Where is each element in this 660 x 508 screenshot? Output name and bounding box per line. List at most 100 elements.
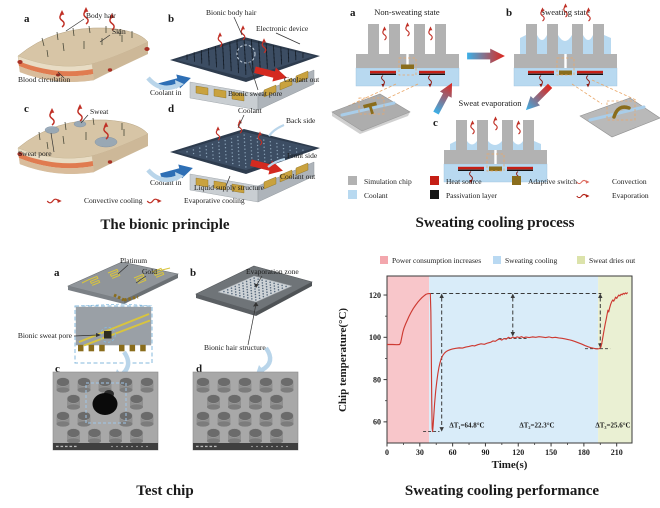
pore-highlight-box xyxy=(398,57,417,76)
sem-pillar-top xyxy=(129,394,144,404)
sem-pillar-base xyxy=(280,421,294,427)
sem-pillar-base xyxy=(56,387,70,393)
mesh-dot xyxy=(250,139,252,141)
mesh-dot xyxy=(264,160,266,163)
x-tick-label: 90 xyxy=(481,448,489,457)
switch-inset-closed xyxy=(331,93,411,134)
convection-squiggle-icon xyxy=(428,25,433,41)
label-body-hair: Body hair xyxy=(86,11,116,20)
label-gold: Gold xyxy=(142,267,157,276)
label-electronic-device: Electronic device xyxy=(256,24,309,33)
sem-strip-mark xyxy=(196,445,199,448)
mesh-dot xyxy=(244,159,247,161)
mesh-dot xyxy=(237,139,239,142)
mesh-dot xyxy=(276,142,278,145)
hair-dot xyxy=(250,287,252,289)
sem-pillar-top xyxy=(217,377,231,387)
chip-pillar xyxy=(523,120,534,151)
sem-strip-mark xyxy=(200,445,204,448)
sem-pillar-base xyxy=(119,421,133,427)
x-tick-label: 150 xyxy=(545,448,557,457)
mesh-dot xyxy=(302,149,304,151)
bionic-sweat-pore-hole xyxy=(104,331,112,339)
chip-pillar xyxy=(526,24,537,55)
panel-letter-b: b xyxy=(506,7,512,19)
label-skin: Skin xyxy=(112,27,126,36)
label-sweat: Sweat xyxy=(90,107,109,116)
delta-annotation-3: ΔT₃=25.6°C xyxy=(595,422,630,430)
title-bionic-principle: The bionic principle xyxy=(100,217,230,233)
hair-dot xyxy=(266,294,268,296)
panel-letter-d: d xyxy=(168,103,174,115)
microchannel xyxy=(340,101,396,117)
sem-strip-dot xyxy=(256,445,258,448)
sem-pillar-top xyxy=(66,394,81,404)
hair-dot xyxy=(261,282,264,284)
mesh-dot xyxy=(237,143,239,145)
label-coolant-out-b: Coolant out xyxy=(284,75,320,84)
sem-pillar-base xyxy=(130,438,143,444)
sem-pillar-base xyxy=(77,421,91,427)
mesh-dot xyxy=(186,151,188,153)
hair-dot xyxy=(250,295,253,297)
sem-pillar-base xyxy=(207,404,220,410)
mesh-dot xyxy=(205,145,207,147)
swoosh-arrow-to-sem-d xyxy=(260,346,273,372)
mesh-dot xyxy=(218,152,221,154)
coolant-mesh-dots xyxy=(186,134,304,168)
sem-pillar-top xyxy=(248,394,263,404)
sem-strip-mark xyxy=(69,445,73,448)
sem-image-hair-array xyxy=(192,371,299,451)
hair-dot xyxy=(257,278,259,280)
sem-strip-mark xyxy=(56,445,59,448)
delta-arrowhead-up xyxy=(510,293,515,299)
mesh-dot xyxy=(250,153,253,156)
heat-source xyxy=(419,70,445,74)
hair-dot xyxy=(273,290,276,293)
mesh-dot xyxy=(192,152,195,155)
adaptive-switch xyxy=(489,166,502,171)
mesh-dot xyxy=(249,136,252,138)
panel-letter-d: d xyxy=(196,363,202,375)
hair-dot xyxy=(285,285,287,288)
sem-pillar-base xyxy=(228,438,241,444)
panel-performance-chart: 0 30 60 90 120 150 180 210 60 80 100 120 ΔT₁=64.8°C Δ… xyxy=(330,250,660,508)
panel-letter-a: a xyxy=(24,13,30,25)
temperature-curve xyxy=(387,292,629,433)
sem-strip-mark xyxy=(60,445,64,448)
panel-letter-c: c xyxy=(55,363,60,375)
sem-pillar-base xyxy=(228,404,241,410)
chip-pillar xyxy=(502,120,513,151)
bionic-hair-dot-array xyxy=(223,277,287,301)
mesh-dot xyxy=(237,146,240,149)
sem-strip-mark xyxy=(65,445,68,448)
sweat-pore-slit xyxy=(494,150,497,164)
legend-swatch-passivation xyxy=(430,190,439,199)
state-title-a: Non-sweating state xyxy=(374,7,440,17)
sem-pore-highlight-box xyxy=(85,382,127,424)
sem-pillar-top xyxy=(206,394,221,404)
legend-swatch-adaptive-switch xyxy=(512,176,521,185)
mesh-dot xyxy=(289,146,291,148)
sem-pillar-top xyxy=(238,411,252,421)
mesh-dot xyxy=(205,156,208,158)
mesh-dot xyxy=(230,138,233,140)
mesh-dot xyxy=(244,144,246,147)
x-tick-label: 0 xyxy=(385,448,389,457)
label-bionic-sweat-pore-b: Bionic sweat pore xyxy=(228,89,283,98)
sem-strip-mark xyxy=(209,445,213,448)
heat-source xyxy=(528,70,554,74)
sem-strip-dot xyxy=(261,445,263,448)
sem-pillar-base xyxy=(259,421,273,427)
mesh-dot xyxy=(257,155,259,157)
inset-connector-lines xyxy=(347,79,637,107)
sem-pillar-top xyxy=(140,377,154,387)
sem-pillar-base xyxy=(238,387,252,393)
mesh-dot xyxy=(218,155,221,158)
hair-dot xyxy=(243,295,245,298)
legend-evaporation: Evaporation xyxy=(612,191,649,200)
legend-swatch-coolant xyxy=(348,190,357,199)
legend-passivation-layer: Passivation layer xyxy=(446,191,498,200)
hair-dot xyxy=(261,287,264,290)
hair-dot xyxy=(269,286,272,289)
